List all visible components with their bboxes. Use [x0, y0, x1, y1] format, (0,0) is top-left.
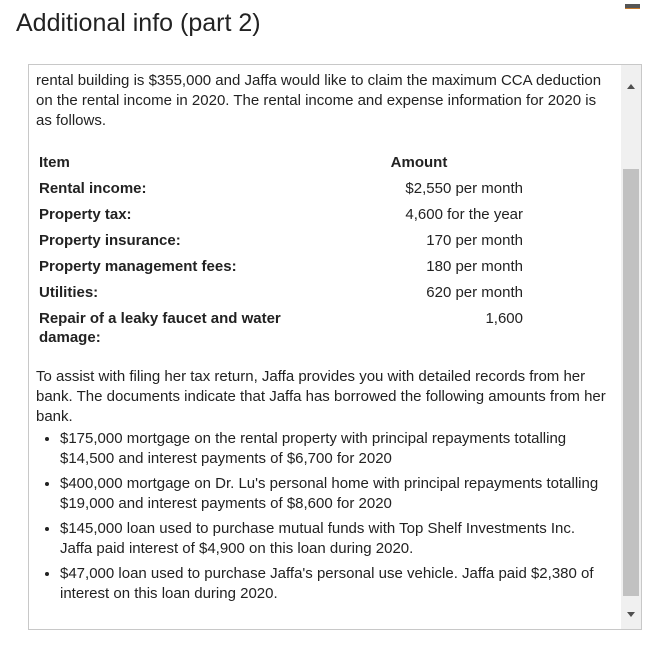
row-item: Rental income:: [39, 180, 147, 197]
row-amount: 620 per month: [426, 284, 523, 301]
table-row: Property management fees: 180 per month: [36, 257, 526, 283]
row-amount: $2,550 per month: [405, 180, 523, 197]
table-header: Item Amount: [36, 153, 526, 179]
minimize-icon[interactable]: [625, 4, 640, 9]
row-item: Repair of a leaky faucet and water damag…: [39, 310, 281, 346]
intro-paragraph: rental building is $355,000 and Jaffa wo…: [36, 72, 602, 129]
header-amount: Amount: [390, 154, 448, 171]
table-row: Repair of a leaky faucet and water damag…: [36, 309, 526, 347]
vertical-scrollbar[interactable]: [621, 65, 641, 629]
table-row: Property insurance: 170 per month: [36, 231, 526, 257]
table-row: Rental income: $2,550 per month: [36, 179, 526, 205]
list-item: $47,000 loan used to purchase Jaffa's pe…: [60, 564, 611, 604]
list-item: $400,000 mortgage on Dr. Lu's personal h…: [60, 474, 611, 514]
row-amount: 4,600 for the year: [405, 206, 523, 223]
info-scroll-panel[interactable]: rental building is $355,000 and Jaffa wo…: [28, 64, 642, 630]
row-item: Property management fees:: [39, 258, 237, 275]
loan-list: $175,000 mortgage on the rental property…: [36, 429, 611, 604]
row-item: Utilities:: [39, 284, 99, 301]
clipped-line: [36, 65, 611, 71]
row-amount: 1,600: [485, 310, 523, 327]
bank-paragraph: To assist with filing her tax return, Ja…: [36, 368, 606, 425]
scroll-down-arrow-icon[interactable]: [627, 612, 635, 617]
list-item: $145,000 loan used to purchase mutual fu…: [60, 519, 611, 559]
header-item: Item: [39, 154, 70, 171]
scrollbar-thumb[interactable]: [623, 169, 639, 596]
row-amount: 170 per month: [426, 232, 523, 249]
row-item: Property tax:: [39, 206, 132, 223]
list-item: $175,000 mortgage on the rental property…: [60, 429, 611, 469]
page-title: Additional info (part 2): [16, 9, 261, 37]
row-item: Property insurance:: [39, 232, 181, 249]
row-amount: 180 per month: [426, 258, 523, 275]
info-content: rental building is $355,000 and Jaffa wo…: [36, 65, 611, 609]
scroll-up-arrow-icon[interactable]: [627, 84, 635, 89]
table-row: Utilities: 620 per month: [36, 283, 526, 309]
rental-table: Item Amount Rental income: $2,550 per mon…: [36, 153, 526, 347]
table-row: Property tax: 4,600 for the year: [36, 205, 526, 231]
